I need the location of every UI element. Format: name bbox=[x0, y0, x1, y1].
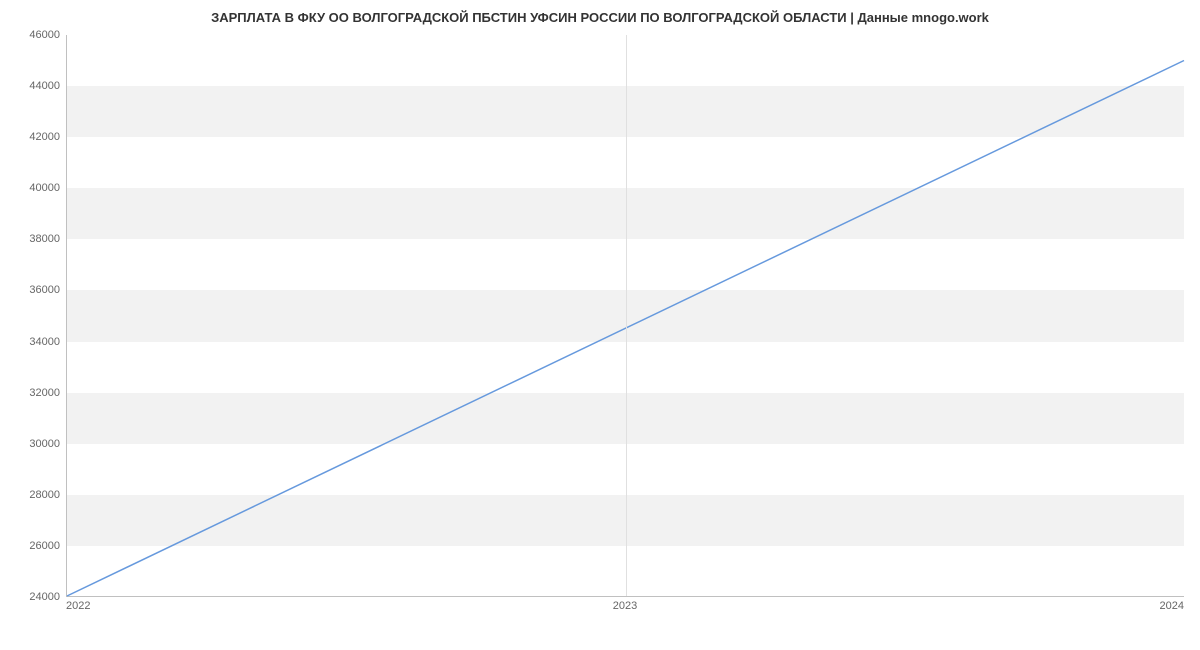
y-axis-tick-label: 24000 bbox=[10, 591, 60, 603]
x-axis-tick-label: 2022 bbox=[66, 600, 90, 612]
y-axis-tick-label: 28000 bbox=[10, 489, 60, 501]
y-axis-tick-label: 26000 bbox=[10, 540, 60, 552]
x-axis-tick-label: 2024 bbox=[1160, 600, 1184, 612]
y-axis-tick-label: 46000 bbox=[10, 29, 60, 41]
y-axis-tick-label: 30000 bbox=[10, 438, 60, 450]
plot-area bbox=[66, 35, 1184, 597]
y-axis-tick-label: 42000 bbox=[10, 131, 60, 143]
chart-title: ЗАРПЛАТА В ФКУ ОО ВОЛГОГРАДСКОЙ ПБСТИН У… bbox=[0, 10, 1200, 25]
x-axis-tick-label: 2023 bbox=[613, 600, 637, 612]
y-axis-tick-label: 40000 bbox=[10, 182, 60, 194]
x-grid-line bbox=[626, 35, 627, 596]
y-axis-tick-label: 34000 bbox=[10, 336, 60, 348]
y-axis-tick-label: 44000 bbox=[10, 80, 60, 92]
salary-line-chart: ЗАРПЛАТА В ФКУ ОО ВОЛГОГРАДСКОЙ ПБСТИН У… bbox=[0, 0, 1200, 650]
y-axis-tick-label: 38000 bbox=[10, 233, 60, 245]
y-axis-tick-label: 32000 bbox=[10, 387, 60, 399]
y-axis-tick-label: 36000 bbox=[10, 284, 60, 296]
